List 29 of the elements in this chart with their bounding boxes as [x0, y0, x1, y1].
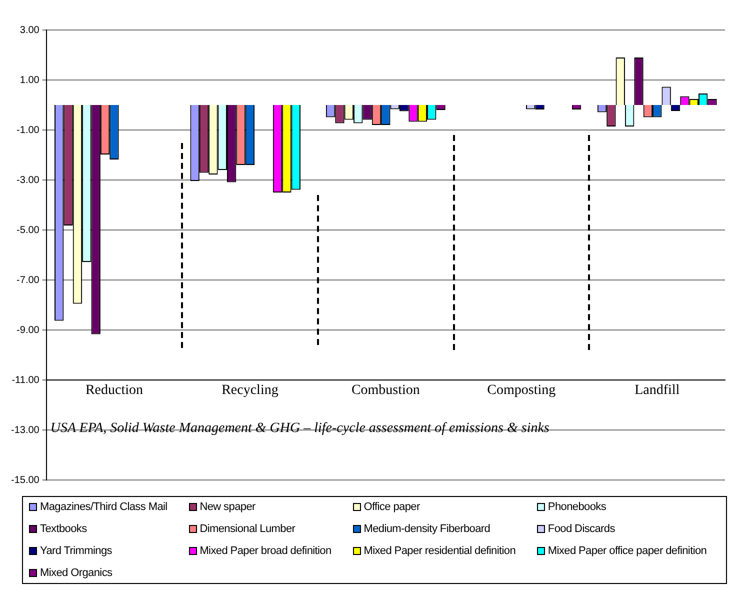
legend-label: Food Discards	[548, 523, 615, 535]
y-tick-label: 1.00	[20, 74, 40, 86]
y-tick-label: -11.00	[12, 374, 40, 386]
legend-label: Yard Trimmings	[40, 545, 112, 557]
y-tick-label: -3.00	[16, 174, 40, 186]
legend-label: Office paper	[364, 501, 420, 513]
annotation: USA EPA, Solid Waste Management & GHG – life-cycle assessment of emissions & sinks	[50, 420, 550, 436]
y-tick-label: -15.00	[10, 474, 40, 486]
legend-label: Dimensional Lumber	[200, 523, 296, 535]
x-tick-label: Landfill	[634, 383, 680, 398]
legend-label: Mixed Paper office paper definition	[548, 545, 707, 557]
x-tick-label: Combustion	[351, 383, 420, 398]
legend-label: New spaper	[200, 501, 256, 513]
legend-label: Mixed Paper broad definition	[200, 545, 332, 557]
legend-label: Mixed Organics	[40, 567, 112, 579]
y-tick-label: -5.00	[16, 224, 40, 236]
x-tick-label: Recycling	[222, 383, 278, 398]
legend-label: Phonebooks	[548, 501, 606, 513]
y-tick-label: -13.00	[10, 424, 40, 436]
y-tick-label: -1.00	[16, 124, 40, 136]
legend-label: Textbooks	[40, 523, 87, 535]
legend-label: Magazines/Third Class Mail	[40, 501, 168, 513]
x-tick-label: Composting	[487, 383, 556, 398]
x-tick-label: Reduction	[85, 383, 143, 398]
legend-label: Medium-density Fiberboard	[364, 523, 490, 535]
y-tick-label: 3.00	[20, 24, 40, 36]
legend-label: Mixed Paper residential definition	[364, 545, 516, 557]
y-tick-label: -9.00	[16, 324, 40, 336]
y-tick-label: -7.00	[16, 274, 40, 286]
